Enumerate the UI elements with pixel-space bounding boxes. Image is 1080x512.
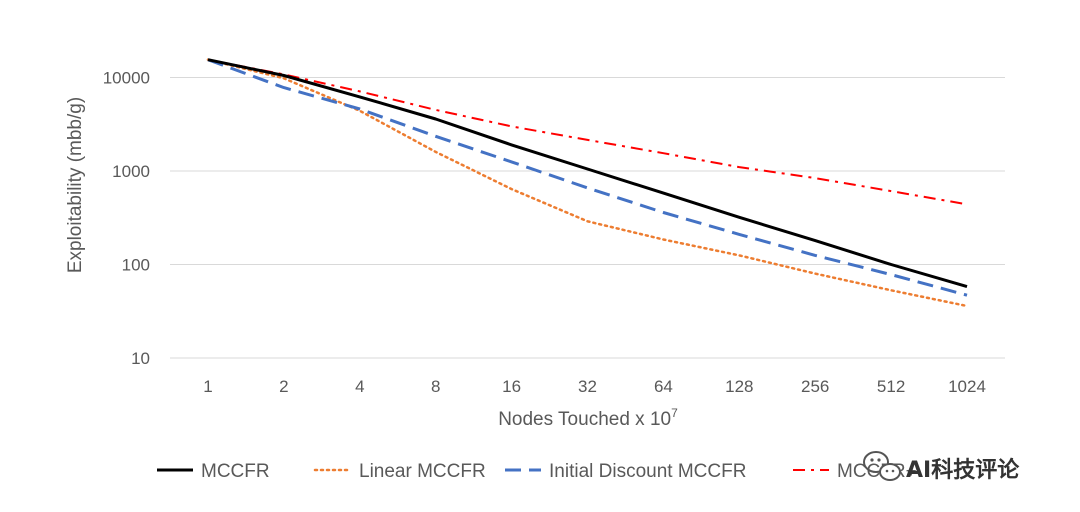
watermark-text: AI科技评论 [906, 457, 1020, 483]
y-axis-title: Exploitability (mbb/g) [65, 97, 86, 273]
y-tick-label: 100 [122, 256, 150, 275]
x-tick-label: 1024 [948, 377, 986, 396]
x-axis-title-exponent: 7 [671, 406, 678, 420]
x-tick-label: 32 [578, 377, 597, 396]
y-tick-label: 1000 [112, 162, 150, 181]
x-tick-label: 1 [203, 377, 212, 396]
x-axis-title: Nodes Touched x 107 [498, 406, 678, 430]
series-line-initial-discount-mccfr [207, 58, 968, 297]
x-tick-label: 2 [279, 377, 288, 396]
x-tick-label: 16 [502, 377, 521, 396]
x-tick-label: 64 [654, 377, 673, 396]
y-axis-ticks: 10 100 1000 10000 [103, 69, 150, 369]
legend-label-linear-mccfr: Linear MCCFR [359, 461, 486, 482]
y-tick-label: 10000 [103, 69, 150, 88]
watermark: AI科技评论 [863, 451, 1020, 483]
legend-label-mccfr: MCCFR [201, 461, 270, 482]
x-tick-label: 4 [355, 377, 364, 396]
x-tick-label: 128 [725, 377, 753, 396]
x-tick-label: 512 [877, 377, 905, 396]
wechat-icon [863, 451, 901, 481]
series-lines [206, 58, 969, 308]
x-axis-title-text: Nodes Touched x 10 [498, 409, 671, 430]
x-tick-label: 8 [431, 377, 440, 396]
legend-label-initial-discount-mccfr: Initial Discount MCCFR [549, 461, 746, 482]
x-axis-ticks: 1 2 4 8 16 32 64 128 256 512 1024 [203, 377, 986, 396]
gridlines [170, 77, 1005, 359]
series-line-linear-mccfr [206, 58, 969, 308]
series-line-mccfr [207, 58, 968, 289]
y-tick-label: 10 [131, 349, 150, 368]
series-line-mccfr [207, 58, 968, 206]
x-tick-label: 256 [801, 377, 829, 396]
legend: MCCFR Linear MCCFR Initial Discount MCCFR M… [157, 461, 917, 482]
